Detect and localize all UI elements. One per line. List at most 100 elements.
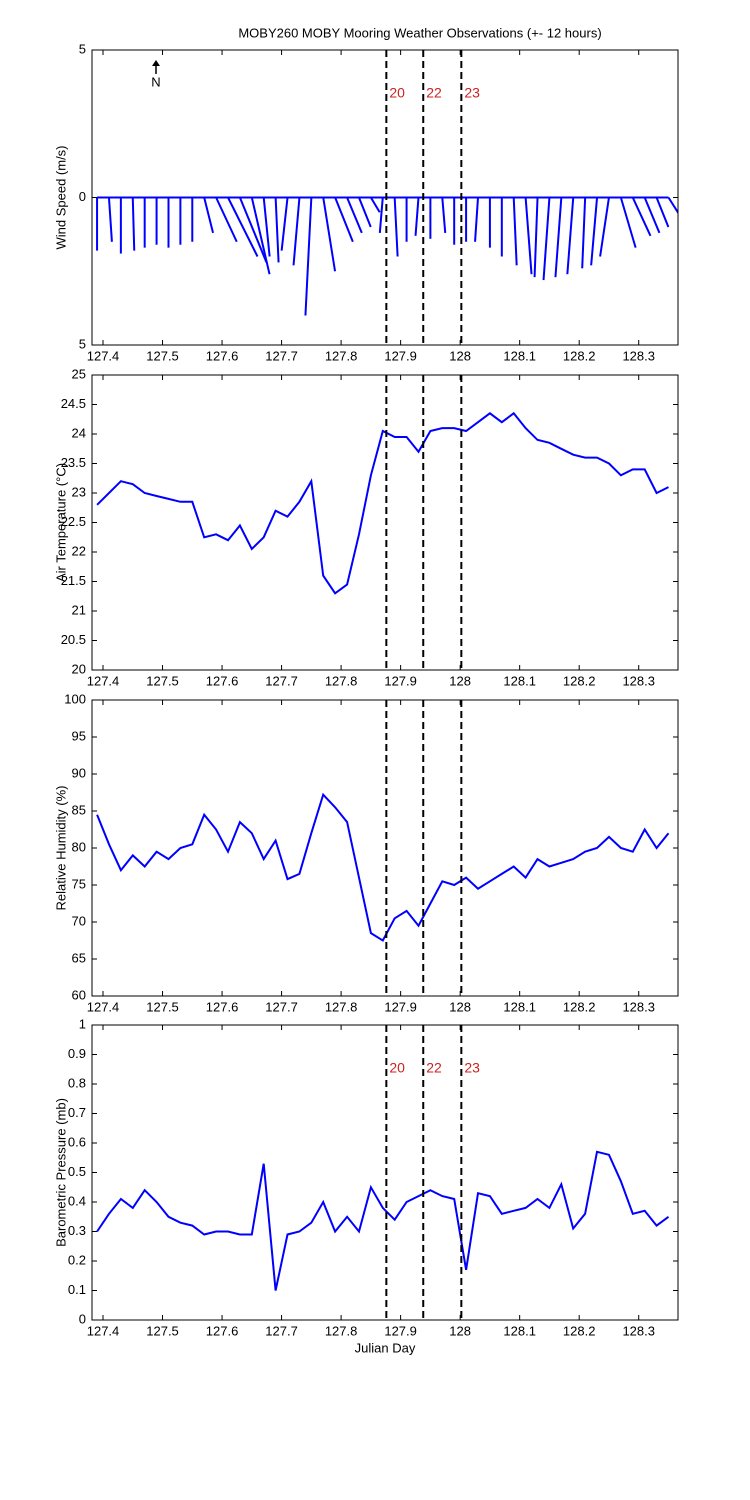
event-label: 22 xyxy=(426,1060,442,1076)
x-tick-label: 127.5 xyxy=(146,999,179,1014)
wind-stick xyxy=(378,197,384,233)
y-tick-label: 80 xyxy=(72,839,86,854)
y-tick-label: 65 xyxy=(72,950,86,965)
plot-area xyxy=(96,1150,670,1291)
x-tick-label: 127.8 xyxy=(325,1323,358,1338)
y-tick-label: 0.1 xyxy=(68,1282,86,1297)
y-tick-label: 85 xyxy=(72,802,86,817)
wind-stick xyxy=(524,197,533,275)
y-tick-label: 23.5 xyxy=(61,455,86,470)
wind-stick xyxy=(358,197,372,228)
x-tick-label: 128 xyxy=(449,1323,471,1338)
wind-stick xyxy=(215,197,238,243)
x-tick-label: 127.7 xyxy=(265,348,298,363)
y-tick-label: 70 xyxy=(72,913,86,928)
y-tick-label: 23 xyxy=(72,484,86,499)
y-tick-label: 0.3 xyxy=(68,1223,86,1238)
y-axis-label: Wind Speed (m/s) xyxy=(53,145,68,249)
y-tick-label: 24 xyxy=(72,425,86,440)
y-tick-label: 5 xyxy=(79,41,86,56)
wind-stick xyxy=(322,197,337,272)
wind-stick xyxy=(542,197,551,281)
wind-stick xyxy=(107,197,113,242)
x-tick-label: 127.8 xyxy=(325,673,358,688)
x-tick-label: 128 xyxy=(449,999,471,1014)
wind-stick xyxy=(474,197,480,242)
y-tick-label: 0.7 xyxy=(68,1105,86,1120)
wind-stick xyxy=(643,197,661,234)
wind-stick xyxy=(599,197,610,257)
y-tick-label: 22.5 xyxy=(61,514,86,529)
x-tick-label: 127.9 xyxy=(384,673,417,688)
wind-stick xyxy=(346,197,363,234)
wind-stick xyxy=(262,197,271,257)
chart-title: MOBY260 MOBY Mooring Weather Observation… xyxy=(238,25,601,40)
x-tick-label: 127.6 xyxy=(206,999,239,1014)
x-tick-label: 127.4 xyxy=(87,673,120,688)
x-tick-label: 128.2 xyxy=(563,999,596,1014)
wind-stick xyxy=(590,197,599,266)
axes-box xyxy=(91,1024,679,1321)
axes-box xyxy=(91,699,679,997)
data-line xyxy=(96,1150,670,1291)
y-tick-label: 20.5 xyxy=(61,632,86,647)
x-tick-label: 127.9 xyxy=(384,348,417,363)
wind-stick xyxy=(393,197,399,257)
data-line xyxy=(96,411,669,595)
y-tick-label: 95 xyxy=(72,728,86,743)
wind-stick xyxy=(414,197,420,236)
north-arrow-head xyxy=(152,60,160,66)
y-tick-label: 22 xyxy=(72,543,86,558)
y-axis-label: Barometric Pressure (mb) xyxy=(53,1098,68,1247)
y-tick-label: 0 xyxy=(79,189,86,204)
wind-stick xyxy=(554,197,563,278)
x-tick-label: 127.5 xyxy=(146,1323,179,1338)
x-tick-label: 127.6 xyxy=(206,348,239,363)
wind-stick xyxy=(441,197,447,233)
wind-stick xyxy=(566,197,575,275)
event-label: 20 xyxy=(389,1060,405,1076)
y-axis-label: Relative Humidity (%) xyxy=(53,786,68,911)
x-tick-label: 127.9 xyxy=(384,1323,417,1338)
y-tick-label: 100 xyxy=(64,691,86,706)
y-tick-label: 20 xyxy=(72,661,86,676)
event-label: 20 xyxy=(389,85,405,101)
x-tick-label: 127.8 xyxy=(325,348,358,363)
north-label: N xyxy=(151,74,160,89)
x-axis-label: Julian Day xyxy=(355,1340,416,1355)
wind-stick xyxy=(370,196,381,213)
x-tick-label: 128.1 xyxy=(503,348,536,363)
y-tick-label: 5 xyxy=(79,336,86,351)
y-tick-label: 0.6 xyxy=(68,1134,86,1149)
plot-area xyxy=(96,196,678,316)
wind-stick xyxy=(533,197,539,278)
x-tick-label: 127.4 xyxy=(87,348,120,363)
y-tick-label: 25 xyxy=(72,366,86,381)
x-tick-label: 127.4 xyxy=(87,999,120,1014)
event-label: 23 xyxy=(464,85,480,101)
plot-area xyxy=(96,792,670,942)
wind-stick xyxy=(512,197,518,266)
event-label: 23 xyxy=(464,1060,480,1076)
y-tick-label: 21 xyxy=(72,602,86,617)
wind-stick xyxy=(250,197,271,275)
x-tick-label: 128.1 xyxy=(503,673,536,688)
x-tick-label: 128 xyxy=(449,348,471,363)
x-tick-label: 128.3 xyxy=(622,348,655,363)
data-line xyxy=(96,792,670,942)
x-tick-label: 127.7 xyxy=(265,1323,298,1338)
wind-stick xyxy=(280,197,289,251)
x-tick-label: 128.1 xyxy=(503,999,536,1014)
wind-stick xyxy=(619,197,637,248)
wind-stick xyxy=(131,197,136,251)
wind-stick xyxy=(631,197,652,237)
y-tick-label: 0.8 xyxy=(68,1075,86,1090)
y-tick-label: 0.2 xyxy=(68,1252,86,1267)
x-tick-label: 128.3 xyxy=(622,1323,655,1338)
x-tick-label: 127.5 xyxy=(146,348,179,363)
wind-stick xyxy=(203,197,215,234)
wind-stick xyxy=(238,197,268,263)
x-tick-label: 127.6 xyxy=(206,1323,239,1338)
